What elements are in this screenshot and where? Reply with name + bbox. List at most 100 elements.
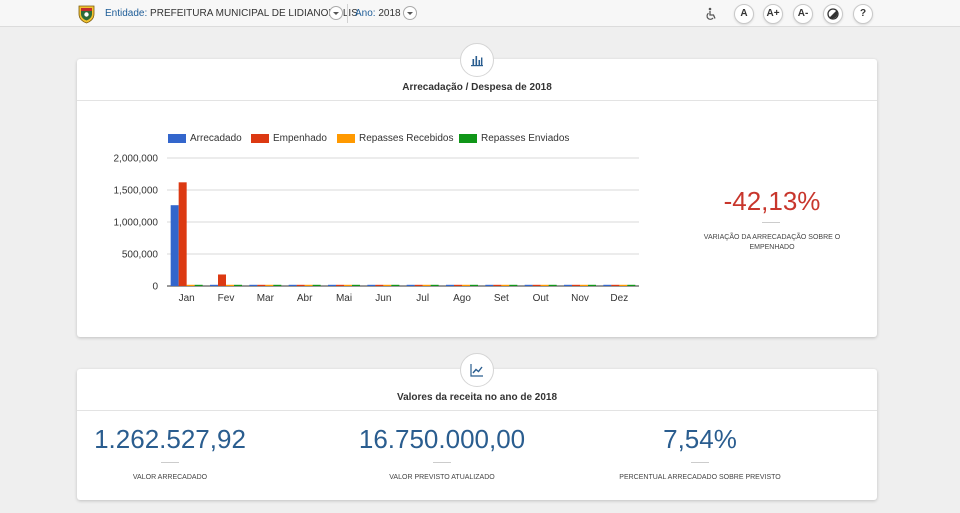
bar-repasses-recebidos-abr	[304, 284, 313, 286]
line-chart-icon	[470, 364, 483, 377]
bar-arrecadado-set	[485, 284, 494, 286]
bar-repasses-recebidos-fev	[226, 284, 234, 286]
bar-arrecadado-abr	[288, 284, 297, 286]
bar-arrecadado-dez	[603, 284, 612, 286]
bar-repasses-recebidos-set	[501, 284, 510, 286]
x-tick-label: Fev	[218, 293, 235, 304]
x-tick-label: Jan	[179, 293, 195, 304]
card-header: Arrecadação / Despesa de 2018	[77, 59, 877, 101]
x-tick-label: Ago	[453, 293, 471, 304]
year-dropdown-button[interactable]	[403, 6, 417, 20]
x-tick-label: Mai	[336, 293, 352, 304]
bar-repasses-enviados-abr	[312, 284, 321, 286]
bar-empenhado-jun	[375, 284, 384, 286]
bar-repasses-enviados-set	[509, 284, 518, 286]
legend-swatch	[251, 134, 269, 143]
bar-repasses-recebidos-mai	[344, 284, 352, 286]
stat-caption-arrecadado: VALOR ARRECADADO	[132, 474, 208, 481]
font-increase-button[interactable]: A+	[763, 4, 783, 24]
legend-label: Repasses Enviados	[481, 133, 570, 144]
bar-repasses-enviados-dez	[627, 284, 636, 286]
font-normal-button[interactable]: A	[734, 4, 754, 24]
stat-caption-percentual: PERCENTUAL ARRECADADO SOBRE PREVISTO	[619, 474, 781, 481]
contrast-button[interactable]	[823, 4, 843, 24]
card-header: Valores da receita no ano de 2018	[77, 369, 877, 411]
y-tick-label: 1,000,000	[114, 218, 159, 229]
x-tick-label: Mar	[257, 293, 275, 304]
bar-arrecadado-jul	[406, 284, 415, 286]
bar-repasses-recebidos-out	[540, 284, 549, 286]
legend-swatch	[459, 134, 477, 143]
bar-empenhado-jul	[414, 284, 423, 286]
bar-repasses-recebidos-jan	[186, 284, 195, 286]
legend-swatch	[337, 134, 355, 143]
trend-badge	[460, 353, 494, 387]
accessibility-button[interactable]	[701, 4, 721, 24]
bar-repasses-enviados-out	[548, 284, 557, 286]
variation-value: -42,13%	[723, 186, 821, 216]
bar-arrecadado-mar	[249, 284, 258, 286]
entity-selector[interactable]: Entidade: PREFEITURA MUNICIPAL DE LIDIAN…	[105, 8, 358, 19]
bar-empenhado-mar	[257, 284, 266, 286]
bar-empenhado-set	[493, 284, 502, 286]
divider	[161, 462, 179, 463]
bar-empenhado-out	[532, 284, 541, 286]
bar-repasses-recebidos-dez	[619, 284, 628, 286]
bar-empenhado-nov	[572, 284, 580, 286]
card-title: Arrecadação / Despesa de 2018	[402, 82, 552, 93]
bar-arrecadado-mai	[328, 284, 336, 286]
top-bar: Entidade: PREFEITURA MUNICIPAL DE LIDIAN…	[0, 0, 960, 27]
revenue-expense-card: Arrecadação / Despesa de 2018	[77, 59, 877, 337]
x-tick-label: Jun	[375, 293, 391, 304]
bar-repasses-recebidos-jul	[422, 284, 431, 286]
card-title: Valores da receita no ano de 2018	[396, 392, 558, 403]
year-label: Ano:	[355, 8, 376, 19]
bar-arrecadado-nov	[564, 284, 572, 286]
bar-repasses-enviados-fev	[234, 284, 242, 286]
divider	[691, 462, 709, 463]
divider	[762, 222, 780, 223]
bar-empenhado-ago	[454, 284, 462, 286]
bar-repasses-enviados-jun	[391, 284, 400, 286]
revenue-expense-bar-chart: 0 500,000 1,000,000 1,500,000 2,000,000 Jan Fe…	[114, 154, 639, 304]
x-tick-label: Dez	[610, 293, 628, 304]
bar-empenhado-jan	[178, 182, 187, 286]
bar-repasses-enviados-jul	[430, 284, 439, 286]
revenue-values-card: Valores da receita no ano de 2018	[77, 369, 877, 500]
divider	[433, 462, 451, 463]
x-tick-label: Abr	[297, 293, 313, 304]
x-tick-label: Out	[533, 293, 549, 304]
wheelchair-icon	[706, 7, 716, 20]
stat-value-previsto: 16.750.000,00	[358, 424, 526, 454]
bar-empenhado-mai	[336, 284, 344, 286]
bar-repasses-recebidos-jun	[383, 284, 392, 286]
y-tick-label: 2,000,000	[114, 154, 159, 165]
bar-repasses-enviados-nov	[588, 284, 596, 286]
x-tick-label: Nov	[571, 293, 589, 304]
bar-arrecadado-jun	[367, 284, 376, 286]
bar-chart-icon	[471, 56, 483, 67]
y-tick-label: 1,500,000	[114, 186, 159, 197]
legend-label: Empenhado	[273, 133, 327, 144]
municipal-crest-logo	[78, 5, 95, 24]
bar-repasses-enviados-mar	[273, 284, 282, 286]
entity-dropdown-button[interactable]	[329, 6, 343, 20]
bar-arrecadado-out	[524, 284, 533, 286]
bar-repasses-enviados-mai	[352, 284, 360, 286]
x-tick-label: Jul	[416, 293, 429, 304]
legend-swatch	[168, 134, 186, 143]
year-selector[interactable]: Ano: 2018	[355, 8, 401, 19]
bar-repasses-recebidos-mar	[265, 284, 274, 286]
bar-repasses-enviados-jan	[194, 284, 203, 286]
chart-badge	[460, 43, 494, 77]
legend-label: Repasses Recebidos	[359, 133, 454, 144]
year-value: 2018	[378, 8, 401, 19]
bar-empenhado-dez	[611, 284, 620, 286]
y-tick-label: 0	[152, 282, 158, 293]
entity-label: Entidade:	[105, 8, 148, 19]
bar-arrecadado-fev	[210, 284, 218, 286]
contrast-icon	[827, 8, 839, 20]
legend-label: Arrecadado	[190, 133, 242, 144]
help-button[interactable]: ?	[853, 4, 873, 24]
font-decrease-button[interactable]: A-	[793, 4, 813, 24]
